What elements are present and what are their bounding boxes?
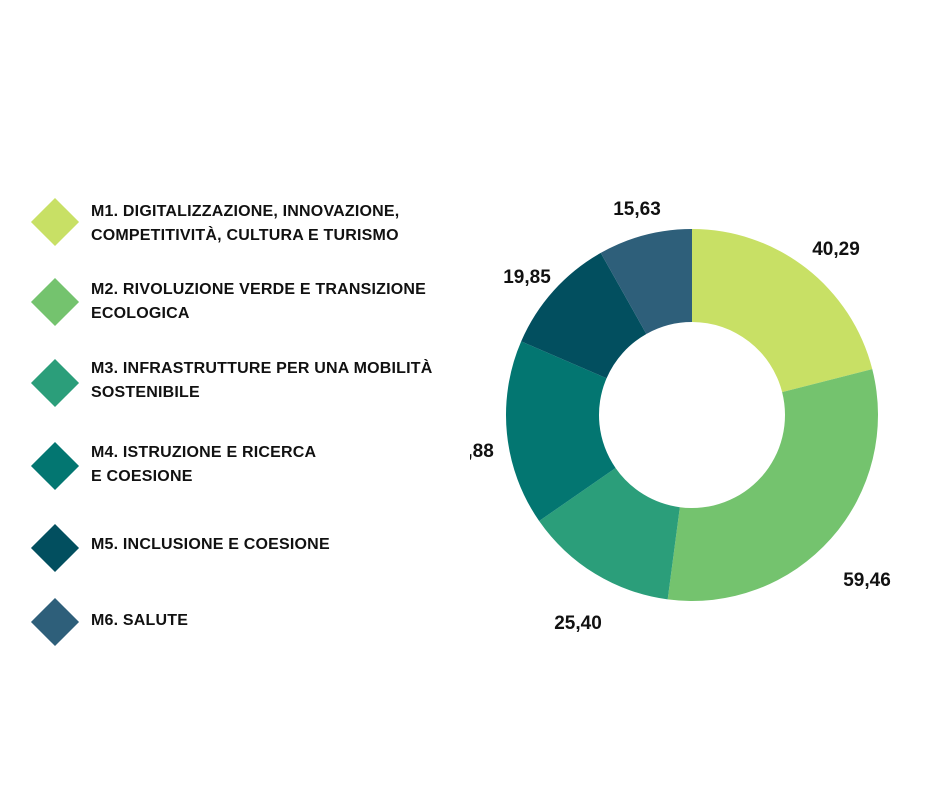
data-label-m4: 30,88 bbox=[470, 441, 494, 462]
data-label-m2: 59,46 bbox=[843, 570, 891, 591]
legend-label-m6: M6. SALUTE bbox=[91, 612, 189, 629]
donut-slice-m4 bbox=[506, 341, 616, 522]
chart-legend: M1. DIGITALIZZAZIONE, INNOVAZIONE, COMPE… bbox=[30, 197, 433, 647]
legend-swatch-m5 bbox=[30, 523, 80, 573]
donut-slice-m3 bbox=[539, 468, 680, 600]
legend-swatch-m2 bbox=[30, 277, 80, 327]
legend-label-m4: M4. ISTRUZIONE E RICERCA E COESIONE bbox=[91, 444, 317, 485]
legend-label-m2: M2. RIVOLUZIONE VERDE E TRANSIZIONE ECOL… bbox=[91, 281, 427, 322]
data-label-m1: 40,29 bbox=[812, 239, 860, 260]
legend-swatch-m6 bbox=[30, 597, 80, 647]
legend-label-m3: M3. INFRASTRUTTURE PER UNA MOBILITÀ SOST… bbox=[91, 360, 433, 401]
donut-slice-m6 bbox=[600, 229, 692, 334]
data-label-m6: 15,63 bbox=[613, 199, 661, 220]
donut-slice-m1 bbox=[692, 229, 873, 393]
legend-swatch-m3 bbox=[30, 358, 80, 408]
legend-label-m5: M5. INCLUSIONE E COESIONE bbox=[91, 536, 330, 553]
donut-slice-m2 bbox=[667, 369, 878, 601]
legend-swatch-m4 bbox=[30, 441, 80, 491]
data-label-m5: 19,85 bbox=[503, 267, 551, 288]
legend-swatch-m1 bbox=[30, 197, 80, 247]
legend-label-m1: M1. DIGITALIZZAZIONE, INNOVAZIONE, COMPE… bbox=[91, 203, 400, 244]
donut-slice-m5 bbox=[521, 252, 647, 379]
data-label-m3: 25,40 bbox=[554, 613, 602, 634]
donut-chart: 40,29 59,46 25,40 30,88 19,85 15,63 bbox=[470, 199, 891, 634]
